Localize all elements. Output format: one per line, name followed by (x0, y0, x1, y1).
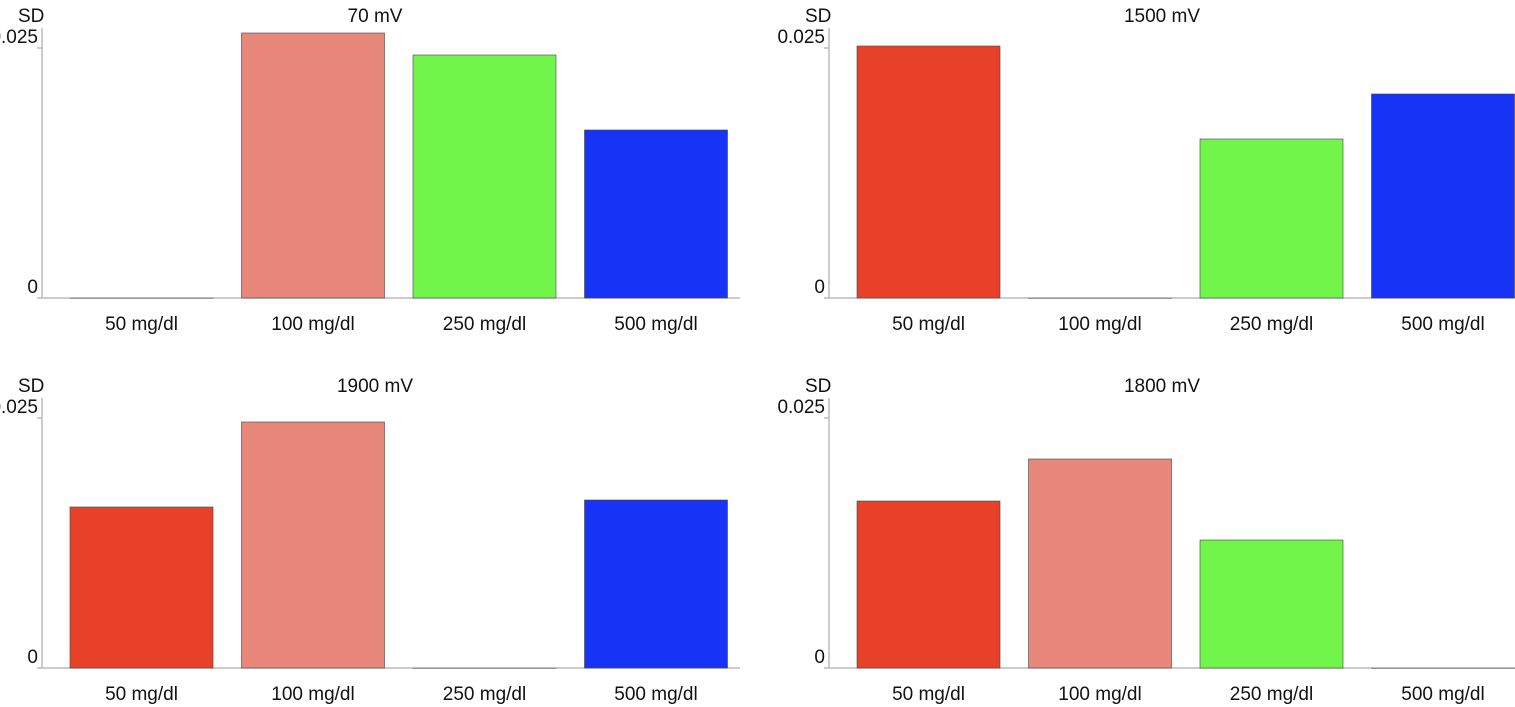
x-tick-label: 50 mg/dl (105, 314, 178, 335)
bar (241, 32, 385, 299)
x-tick-label: 250 mg/dl (1230, 684, 1313, 705)
bar (241, 421, 385, 669)
y-axis-label: SD (805, 6, 831, 27)
bar (1028, 458, 1172, 669)
x-tick-label: 50 mg/dl (892, 684, 965, 705)
chart-title: 1500 mV (1124, 6, 1200, 27)
x-tick-label: 250 mg/dl (1230, 314, 1313, 335)
y-axis-label: SD (18, 376, 44, 397)
x-tick-label: 100 mg/dl (271, 684, 354, 705)
x-tick-label: 100 mg/dl (271, 314, 354, 335)
bar (412, 54, 557, 299)
bar (1028, 297, 1172, 299)
x-tick-label: 250 mg/dl (443, 684, 526, 705)
bar (69, 506, 214, 669)
x-tick-label: 100 mg/dl (1058, 684, 1141, 705)
y-tick-label: 0 (814, 647, 825, 668)
bar (412, 667, 557, 669)
x-tick-label: 100 mg/dl (1058, 314, 1141, 335)
bar (69, 297, 214, 299)
x-tick-label: 500 mg/dl (1401, 684, 1484, 705)
x-tick-label: 500 mg/dl (614, 314, 697, 335)
y-axis-label: SD (805, 376, 831, 397)
panel: 1800 mV SD 0 0.025 50 mg/dl 100 mg/dl 250 mg/d… (777, 376, 1515, 705)
panel: 1900 mV SD 0 0.025 50 mg/dl 100 mg/dl 250 mg/d… (0, 376, 740, 705)
y-tick-label: 0 (814, 277, 825, 298)
chart-title: 1900 mV (337, 376, 413, 397)
bar (1199, 539, 1344, 669)
chart-title: 70 mV (348, 6, 403, 27)
bar (1371, 93, 1515, 299)
y-tick-label: 0 (27, 277, 38, 298)
bar (1199, 138, 1344, 299)
y-tick-label: 0 (27, 647, 38, 668)
bar (856, 45, 1001, 299)
x-tick-label: 50 mg/dl (892, 314, 965, 335)
y-axis-label: SD (18, 6, 44, 27)
bar (856, 500, 1001, 669)
y-tick-label: 0.025 (777, 397, 825, 418)
y-tick-label: 0.025 (0, 397, 38, 418)
y-tick-label: 0.025 (777, 27, 825, 48)
x-tick-label: 500 mg/dl (1401, 314, 1484, 335)
chart-title: 1800 mV (1124, 376, 1200, 397)
bar (1371, 667, 1515, 669)
bar (584, 129, 728, 299)
bar (584, 499, 728, 669)
x-tick-label: 250 mg/dl (443, 314, 526, 335)
x-tick-label: 500 mg/dl (614, 684, 697, 705)
panel: 70 mV SD 0 0.025 50 mg/dl 100 mg/dl 250 mg/dl 5… (0, 6, 740, 335)
panel: 1500 mV SD 0 0.025 50 mg/dl 100 mg/dl 250 mg/d… (777, 6, 1515, 335)
x-tick-label: 50 mg/dl (105, 684, 178, 705)
y-tick-label: 0.025 (0, 27, 38, 48)
